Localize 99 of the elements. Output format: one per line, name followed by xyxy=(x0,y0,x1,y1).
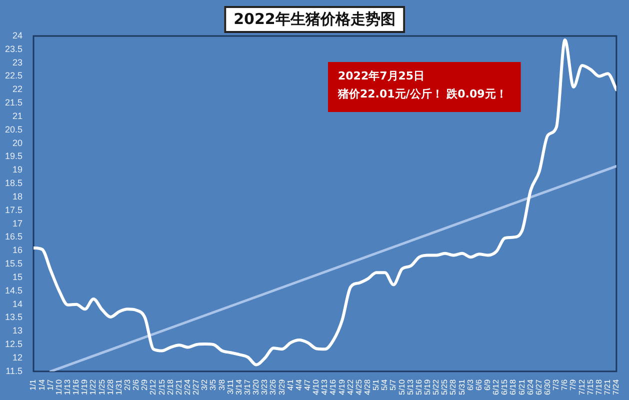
x-tick-label: 2/24 xyxy=(183,378,192,396)
y-tick-label: 12 xyxy=(12,352,23,362)
y-tick-label: 23.5 xyxy=(4,44,23,54)
y-tick-label: 24 xyxy=(12,30,23,40)
x-tick-label: 7/3 xyxy=(552,378,561,391)
x-tick-label: 5/19 xyxy=(423,378,432,396)
x-tick-label: 3/20 xyxy=(252,378,261,396)
y-tick-label: 20.5 xyxy=(4,124,23,134)
x-tick-label: 7/9 xyxy=(568,378,578,391)
x-tick-label: 1/31 xyxy=(114,378,124,396)
x-tick-label: 6/24 xyxy=(526,378,535,396)
x-tick-label: 7/6 xyxy=(560,378,570,391)
x-tick-label: 1/13 xyxy=(63,378,72,396)
x-tick-label: 3/29 xyxy=(277,378,286,396)
y-tick-label: 21.5 xyxy=(4,98,23,108)
y-tick-label: 22.5 xyxy=(4,70,23,81)
x-tick-label: 3/11 xyxy=(226,378,235,394)
x-tick-label: 4/25 xyxy=(354,378,364,396)
y-tick-label: 21 xyxy=(12,110,23,121)
y-tick-label: 14 xyxy=(12,298,23,309)
x-tick-label: 1/22 xyxy=(88,378,98,396)
x-tick-label: 1/1 xyxy=(28,378,38,391)
y-tick-label: 22 xyxy=(12,84,23,94)
x-tick-label: 5/31 xyxy=(457,378,466,396)
x-tick-label: 2/21 xyxy=(174,378,184,396)
x-tick-label: 3/2 xyxy=(200,378,210,391)
y-tick-label: 15 xyxy=(12,272,23,282)
x-tick-label: 1/7 xyxy=(46,378,55,391)
y-tick-label: 11.5 xyxy=(6,366,23,376)
x-tick-label: 6/9 xyxy=(483,378,492,391)
x-tick-label: 7/15 xyxy=(586,378,595,396)
x-tick-label: 3/26 xyxy=(268,378,278,396)
x-tick-label: 4/28 xyxy=(363,378,372,396)
x-tick-label: 4/7 xyxy=(303,378,312,391)
x-tick-label: 2/27 xyxy=(192,378,201,396)
x-tick-label: 3/23 xyxy=(260,378,270,396)
x-tick-label: 4/22 xyxy=(346,378,355,396)
x-tick-label: 4/10 xyxy=(312,378,321,396)
x-tick-label: 2/9 xyxy=(140,378,150,391)
x-tick-label: 4/1 xyxy=(286,378,295,391)
x-tick-label: 5/28 xyxy=(448,378,458,396)
x-tick-label: 7/18 xyxy=(594,378,604,396)
x-tick-label: 6/18 xyxy=(508,378,518,396)
x-tick-label: 3/17 xyxy=(243,378,252,396)
y-tick-label: 23 xyxy=(12,57,23,68)
annotation: 猪价22.01元/公斤！ 跌0.09元！ xyxy=(337,87,507,100)
x-tick-label: 1/19 xyxy=(80,378,90,396)
x-tick-label: 3/14 xyxy=(234,378,244,396)
x-tick-label: 7/21 xyxy=(603,378,612,396)
x-tick-label: 6/21 xyxy=(517,378,526,396)
x-tick-label: 6/15 xyxy=(500,378,510,396)
y-tick-label: 16.5 xyxy=(4,232,23,242)
x-tick-label: 2/3 xyxy=(123,378,132,391)
x-tick-label: 4/4 xyxy=(294,378,304,391)
x-tick-label: 6/3 xyxy=(466,378,475,391)
y-tick-label: 17 xyxy=(12,218,23,228)
annotation: 2022年7月25日 xyxy=(338,69,425,82)
x-tick-label: 2/6 xyxy=(132,378,141,391)
y-tick-label: 14.5 xyxy=(4,285,23,296)
x-tick-label: 2/12 xyxy=(148,378,158,396)
y-tick-label: 15.5 xyxy=(4,258,23,269)
x-tick-label: 7/24 xyxy=(612,378,621,396)
chart-title: 2022年生猪价格走势图 xyxy=(224,6,406,33)
x-tick-label: 5/10 xyxy=(397,378,406,396)
x-tick-label: 5/4 xyxy=(380,378,390,391)
x-tick-label: 6/30 xyxy=(543,378,552,396)
y-tick-label: 13 xyxy=(12,326,23,336)
x-tick-label: 1/4 xyxy=(37,378,46,391)
y-tick-label: 17.5 xyxy=(4,204,23,215)
y-tick-label: 19 xyxy=(12,164,23,175)
y-tick-label: 18.5 xyxy=(4,178,23,188)
x-tick-label: 5/16 xyxy=(414,378,424,396)
x-tick-label: 5/7 xyxy=(388,378,398,391)
x-tick-label: 6/27 xyxy=(534,378,544,396)
x-tick-label: 5/13 xyxy=(406,378,415,396)
y-tick-label: 19.5 xyxy=(4,151,23,162)
x-tick-label: 6/12 xyxy=(492,378,501,396)
x-tick-label: 4/19 xyxy=(337,378,346,396)
x-tick-label: 3/5 xyxy=(208,378,218,391)
x-tick-label: 7/12 xyxy=(577,378,586,396)
y-tick-label: 13.5 xyxy=(4,312,23,322)
x-tick-label: 4/13 xyxy=(320,378,330,396)
x-tick-label: 3/8 xyxy=(217,378,226,391)
x-tick-label: 1/25 xyxy=(97,378,106,396)
x-tick-label: 4/16 xyxy=(328,378,338,396)
x-tick-label: 1/16 xyxy=(72,378,81,396)
y-tick-label: 20 xyxy=(12,138,23,148)
y-tick-label: 18 xyxy=(12,191,23,202)
y-tick-label: 16 xyxy=(12,245,23,256)
x-tick-label: 5/22 xyxy=(432,378,441,396)
line-series xyxy=(34,38,616,366)
x-tick-label: 2/18 xyxy=(166,378,175,396)
x-tick-label: 5/1 xyxy=(372,378,381,391)
y-tick-label: 12.5 xyxy=(4,339,23,350)
x-tick-label: 5/25 xyxy=(440,378,450,396)
x-tick-label: 1/28 xyxy=(106,378,115,396)
x-tick-label: 1/10 xyxy=(54,378,64,396)
x-tick-label: 2/15 xyxy=(157,378,166,396)
x-tick-label: 6/6 xyxy=(474,378,484,391)
